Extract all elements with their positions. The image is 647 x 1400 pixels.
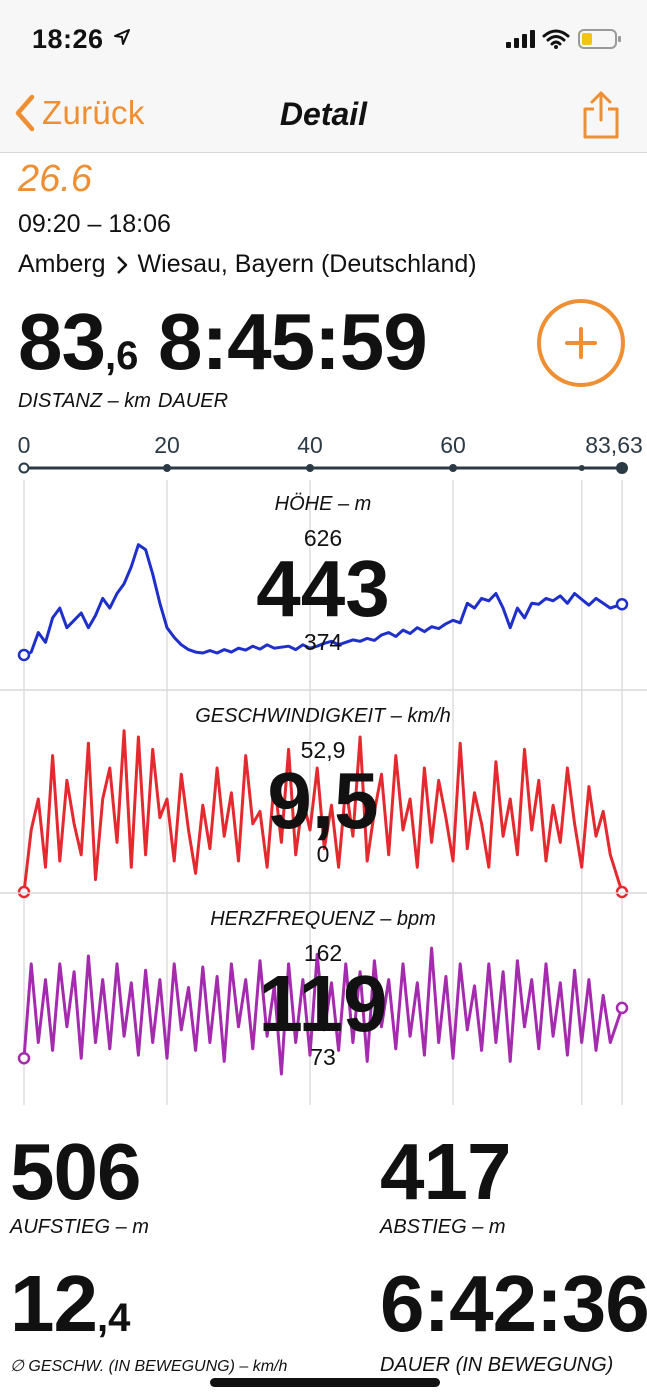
axis-tick [306, 464, 315, 472]
add-button[interactable] [536, 298, 626, 388]
speed-series-line [22, 729, 624, 893]
chevron-left-icon [15, 94, 35, 132]
duration-label: DAUER [158, 390, 229, 412]
route-to: Wiesau, Bayern (Deutschland) [137, 250, 477, 278]
heart-rate-start-point [17, 1052, 31, 1065]
trip-time-range: 09:20 – 18:06 [18, 210, 171, 238]
moving-time-label: DAUER (IN BEWEGUNG) [380, 1354, 614, 1376]
trip-route: Amberg Wiesau, Bayern (Deutschland) [18, 250, 477, 279]
avg-speed-value: 12,4 [10, 1259, 131, 1348]
location-arrow-icon [114, 29, 130, 45]
share-icon[interactable] [580, 90, 622, 140]
avg-speed-label: ∅ GESCHW. (IN BEWEGUNG) – km/h [10, 1358, 288, 1375]
battery-icon [578, 29, 621, 49]
elevation-current-value: 443 [256, 544, 389, 633]
elevation-start-point [17, 648, 31, 662]
heart-rate-max-label: 162 [304, 940, 342, 966]
descent-label: ABSTIEG – m [380, 1216, 506, 1238]
heart-rate-end-point [615, 1001, 629, 1015]
axis-tick-label: 60 [440, 432, 466, 458]
elevation-max-label: 626 [304, 525, 342, 551]
speed-max-label: 52,9 [301, 737, 346, 763]
axis-tick-label: 40 [297, 432, 323, 458]
axis-tick-label: 83,63 [585, 432, 643, 458]
elevation-series-line [23, 543, 623, 657]
speed-current-value: 9,5 [267, 756, 378, 845]
chevron-right-icon [116, 255, 127, 274]
axis-tick [18, 462, 30, 474]
axis-end-handle[interactable] [616, 462, 628, 474]
heart-rate-chart-title: HERZFREQUENZ – bpm [210, 908, 436, 930]
home-indicator[interactable] [210, 1378, 440, 1387]
wifi-icon [542, 29, 570, 49]
cellular-signal-icon [506, 30, 535, 48]
axis-tick-label: 20 [154, 432, 180, 458]
elevation-min-label: 374 [304, 629, 343, 655]
descent-value: 417 [380, 1127, 511, 1216]
navigation-bar: Zurück Detail [0, 78, 647, 153]
speed-start-point [17, 885, 31, 899]
elevation-end-point [615, 597, 629, 611]
distance-label: DISTANZ – km [18, 390, 151, 412]
axis-tick [163, 464, 172, 472]
axis-tick-label: 0 [18, 432, 31, 458]
moving-time-value: 6:42:36 [380, 1259, 647, 1348]
route-from: Amberg [18, 250, 106, 278]
speed-chart: GESCHWINDIGKEIT – km/h 52,99,50 [17, 705, 629, 899]
axis-tick [449, 464, 458, 472]
axis-tick [578, 465, 585, 471]
speed-min-label: 0 [317, 841, 330, 867]
ascent-value: 506 [10, 1127, 141, 1216]
speed-chart-title: GESCHWINDIGKEIT – km/h [195, 705, 451, 727]
distance-axis[interactable]: 0 20 40 60 83,63 [0, 428, 647, 478]
trip-date: 26.6 [18, 158, 92, 200]
plus-icon [565, 327, 597, 359]
heart-rate-min-label: 73 [310, 1044, 336, 1070]
duration-value: 8:45:59 [158, 297, 428, 386]
back-label: Zurück [42, 94, 145, 131]
distance-value: 83,6 [18, 297, 139, 386]
elevation-chart-title: HÖHE – m [275, 493, 372, 515]
heart-rate-series-line [22, 946, 624, 1076]
status-time: 18:26 [32, 24, 104, 54]
ascent-label: AUFSTIEG – m [10, 1216, 149, 1238]
heart-rate-current-value: 119 [258, 959, 387, 1048]
page-title: Detail [279, 96, 368, 132]
speed-end-point [615, 885, 629, 899]
status-bar: 18:26 [0, 0, 647, 78]
back-button[interactable]: Zurück [14, 92, 145, 134]
